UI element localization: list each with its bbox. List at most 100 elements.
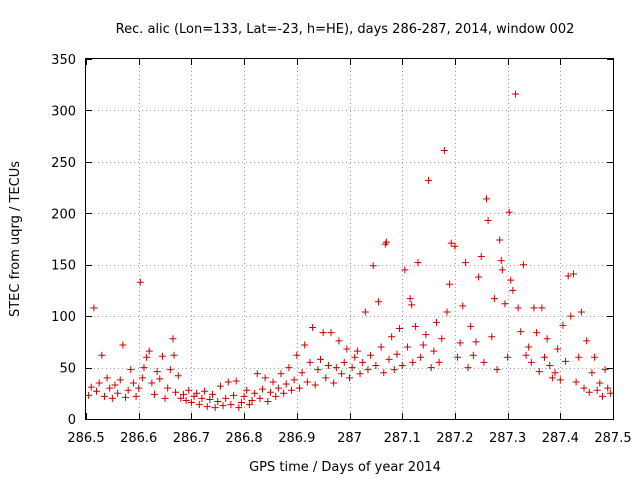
data-point xyxy=(319,329,327,337)
data-point xyxy=(422,331,430,339)
x-tick-label: 286.9 xyxy=(278,431,315,446)
data-point xyxy=(367,351,375,359)
data-point xyxy=(538,304,546,312)
data-point xyxy=(251,389,259,397)
data-point xyxy=(525,343,533,351)
data-point xyxy=(108,394,116,402)
data-point xyxy=(569,270,577,278)
data-point xyxy=(604,384,612,392)
data-point xyxy=(356,370,364,378)
data-point xyxy=(591,353,599,361)
data-point xyxy=(606,389,614,397)
data-point xyxy=(266,388,274,396)
data-point xyxy=(100,392,108,400)
data-point xyxy=(533,329,541,337)
data-point xyxy=(230,391,238,399)
data-point xyxy=(483,195,491,203)
data-point xyxy=(264,398,272,406)
data-point xyxy=(348,364,356,372)
data-point xyxy=(111,381,119,389)
data-point xyxy=(224,378,232,386)
data-point xyxy=(222,394,230,402)
data-point xyxy=(253,370,261,378)
data-point xyxy=(364,366,372,374)
data-point xyxy=(512,90,520,98)
data-point xyxy=(369,262,377,270)
data-point xyxy=(361,308,369,316)
data-point xyxy=(193,389,201,397)
data-point xyxy=(248,396,256,404)
data-point xyxy=(593,386,601,394)
x-tick-label: 286.7 xyxy=(173,431,210,446)
data-point xyxy=(161,394,169,402)
data-point xyxy=(198,394,206,402)
x-tick-label: 287.1 xyxy=(384,431,421,446)
data-point xyxy=(309,323,317,331)
data-point xyxy=(446,280,454,288)
data-point xyxy=(353,347,361,355)
data-point xyxy=(559,321,567,329)
data-point xyxy=(493,366,501,374)
data-point xyxy=(546,362,554,370)
data-point xyxy=(132,392,140,400)
data-point xyxy=(138,374,146,382)
data-point xyxy=(314,366,322,374)
data-point xyxy=(469,351,477,359)
data-point xyxy=(475,273,483,281)
data-point xyxy=(256,394,264,402)
x-tick-label: 287 xyxy=(337,431,362,446)
data-point xyxy=(95,379,103,387)
data-point xyxy=(454,353,462,361)
data-point xyxy=(380,369,388,377)
data-point xyxy=(601,366,609,374)
data-point xyxy=(401,266,409,274)
data-point xyxy=(564,272,572,280)
data-point xyxy=(177,394,185,402)
data-point xyxy=(388,333,396,341)
data-point xyxy=(169,335,177,343)
data-point xyxy=(425,176,433,184)
data-point xyxy=(245,401,253,409)
data-point xyxy=(140,364,148,372)
y-tick-label: 250 xyxy=(51,156,76,171)
data-point xyxy=(201,387,209,395)
data-point xyxy=(203,403,211,411)
data-point xyxy=(170,351,178,359)
data-point xyxy=(206,395,214,403)
data-point xyxy=(269,378,277,386)
data-point xyxy=(136,278,144,286)
data-point xyxy=(393,350,401,358)
data-point xyxy=(398,362,406,370)
x-tick-labels: 286.5 286.6 286.7 286.8 286.9 287 287.1 287.2 28… xyxy=(67,431,631,446)
data-point xyxy=(517,328,525,336)
data-point xyxy=(143,353,151,361)
data-point xyxy=(335,337,343,345)
data-point xyxy=(290,376,298,384)
data-point xyxy=(461,259,469,267)
data-point xyxy=(293,351,301,359)
data-point xyxy=(298,369,306,377)
x-axis-label: GPS time / Days of year 2014 xyxy=(249,460,441,475)
y-tick-label: 300 xyxy=(51,104,76,119)
data-point xyxy=(507,276,515,284)
data-point xyxy=(243,386,251,394)
data-point xyxy=(467,322,475,330)
data-point xyxy=(417,353,425,361)
axis-ticks xyxy=(86,59,614,420)
grid-lines xyxy=(86,59,613,419)
data-point xyxy=(409,358,417,366)
data-point xyxy=(272,392,280,400)
data-point xyxy=(496,236,504,244)
data-point xyxy=(596,379,604,387)
y-tick-label: 150 xyxy=(51,259,76,274)
data-point xyxy=(303,378,311,386)
data-point xyxy=(554,345,562,353)
chart-title: Rec. alic (Lon=133, Lat=-23, h=HE), days… xyxy=(116,22,575,37)
data-point xyxy=(106,384,114,392)
data-point xyxy=(288,386,296,394)
data-point xyxy=(232,377,240,385)
data-point xyxy=(153,368,161,376)
y-tick-label: 50 xyxy=(59,362,76,377)
data-point xyxy=(214,398,222,406)
data-point xyxy=(185,386,193,394)
